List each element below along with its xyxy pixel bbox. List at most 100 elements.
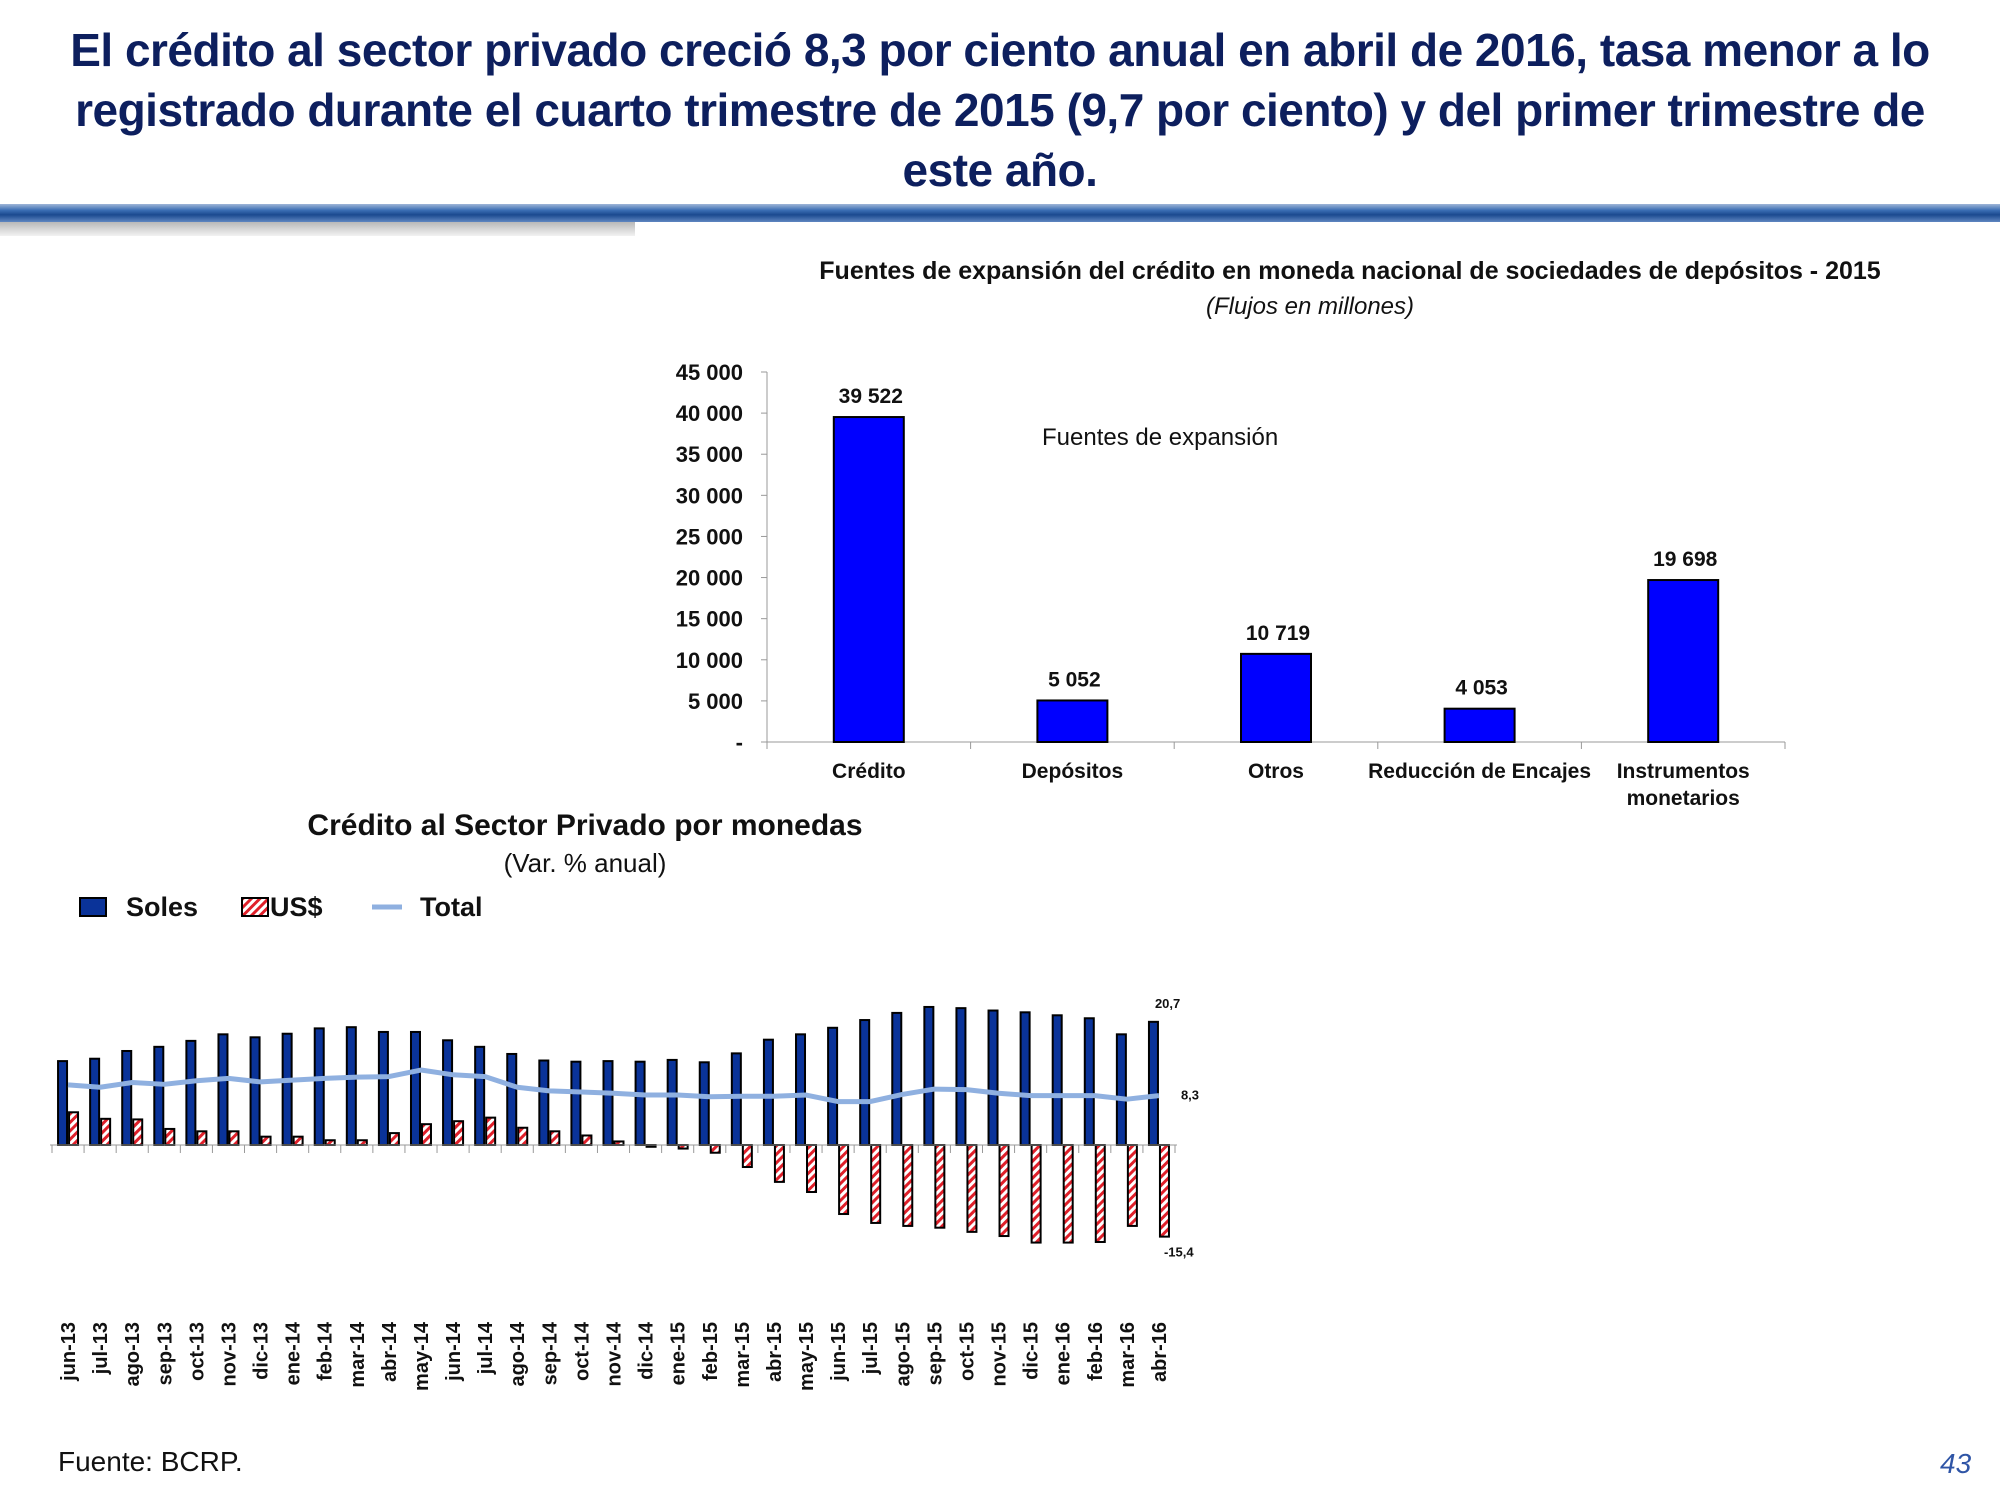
chart1-y-tick-label: 10 000 <box>676 648 743 673</box>
chart1-value-label: 10 719 <box>1246 622 1310 645</box>
chart2-data-label: 8,3 <box>1181 1088 1199 1103</box>
soles-bar <box>474 1045 486 1146</box>
chart1-category-label: Depósitos <box>1022 760 1124 783</box>
chart2-x-label: feb-14 <box>315 1321 337 1381</box>
usd-bar <box>1094 1144 1106 1243</box>
chart2-x-label: oct-15 <box>956 1322 978 1381</box>
usd-bar <box>613 1140 625 1146</box>
usd-bar <box>1158 1144 1170 1238</box>
chart1-value-label: 19 698 <box>1653 548 1718 571</box>
legend-soles-swatch <box>79 897 107 917</box>
chart1-value-label: 39 522 <box>839 385 903 408</box>
chart2-x-label: abr-14 <box>379 1321 401 1382</box>
soles-bar <box>634 1060 646 1147</box>
header-divider <box>0 204 2000 222</box>
soles-bar <box>1019 1011 1031 1146</box>
chart2-x-label: mar-14 <box>347 1321 369 1387</box>
chart2-x-label: ago-15 <box>892 1322 914 1386</box>
usd-bar <box>549 1130 561 1147</box>
usd-bar <box>902 1144 914 1227</box>
soles-bar <box>506 1052 518 1146</box>
chart2-x-label: nov-13 <box>218 1322 240 1386</box>
chart2-x-label: dic-15 <box>1021 1322 1043 1380</box>
usd-bar <box>966 1144 978 1233</box>
usd-bar <box>420 1123 432 1146</box>
soles-bar <box>827 1026 839 1146</box>
credito-monedas-chart: Crédito al Sector Privado por monedas (V… <box>50 809 1199 1391</box>
chart1-category-label: Instrumentos <box>1617 760 1750 783</box>
soles-bar <box>538 1059 550 1147</box>
usd-bar <box>196 1130 208 1147</box>
chart2-x-label: ene-16 <box>1053 1322 1075 1385</box>
chart2-data-label: 20,7 <box>1155 996 1180 1011</box>
chart1-y-tick-label: 30 000 <box>676 483 743 508</box>
soles-bar <box>153 1045 165 1146</box>
soles-bar <box>281 1032 293 1146</box>
chart1-bar <box>1036 699 1109 743</box>
chart2-x-label: jul-15 <box>860 1322 882 1375</box>
usd-bar <box>741 1144 753 1169</box>
chart2-x-label: jun-14 <box>443 1321 465 1382</box>
soles-bar <box>923 1005 935 1146</box>
chart2-data-label: -15,4 <box>1164 1245 1194 1260</box>
chart1-y-tick-label: - <box>736 730 743 755</box>
usd-bar <box>228 1130 240 1147</box>
soles-bar <box>121 1049 133 1147</box>
chart1-bar <box>1240 652 1312 743</box>
soles-bar <box>313 1027 325 1147</box>
chart2-x-label: abr-16 <box>1149 1322 1171 1382</box>
chart2-title: Crédito al Sector Privado por monedas <box>307 809 862 842</box>
chart1-value-label: 4 053 <box>1455 677 1508 700</box>
soles-bar <box>987 1009 999 1146</box>
usd-bar <box>324 1139 336 1146</box>
chart2-x-label: mar-15 <box>732 1322 754 1388</box>
chart-panel-top <box>635 222 2000 236</box>
legend-soles-label: Soles <box>126 892 198 922</box>
chart2-x-label: sep-14 <box>539 1321 561 1385</box>
usd-bar <box>453 1120 465 1147</box>
soles-bar <box>730 1052 742 1146</box>
chart1-y-tick-label: 40 000 <box>676 401 743 426</box>
chart2-x-label: dic-13 <box>251 1322 273 1380</box>
chart1-value-label: 5 052 <box>1048 668 1101 691</box>
chart2-x-label: jul-13 <box>90 1322 112 1375</box>
chart2-x-label: jun-15 <box>828 1322 850 1382</box>
soles-bar <box>666 1058 678 1147</box>
legend-usd-label: US$ <box>270 892 323 922</box>
usd-bar <box>388 1132 400 1147</box>
chart2-x-label: ene-14 <box>283 1321 305 1385</box>
chart1-title: Fuentes de expansión del crédito en mone… <box>819 257 1881 285</box>
chart2-x-label: mar-16 <box>1117 1322 1139 1388</box>
source-note: Fuente: BCRP. <box>58 1446 243 1477</box>
chart2-x-label: nov-14 <box>604 1321 626 1386</box>
usd-bar <box>356 1139 368 1146</box>
chart1-y-tick-label: 15 000 <box>676 607 743 632</box>
chart2-x-label: jul-14 <box>475 1321 497 1375</box>
usd-bar <box>709 1144 721 1154</box>
chart2-x-label: oct-13 <box>186 1322 208 1381</box>
usd-bar <box>934 1144 946 1229</box>
usd-bar <box>581 1134 593 1147</box>
chart2-x-label: jun-13 <box>58 1322 80 1382</box>
usd-bar <box>68 1111 80 1146</box>
chart2-x-label: may-14 <box>411 1321 433 1391</box>
chart2-x-label: dic-14 <box>636 1321 658 1380</box>
soles-bar <box>570 1060 582 1147</box>
chart1-y-tick-label: 45 000 <box>676 360 743 385</box>
usd-bar <box>164 1127 176 1146</box>
chart1-category-label: Reducción de Encajes <box>1368 760 1591 783</box>
chart1-y-tick-label: 5 000 <box>688 689 743 714</box>
soles-bar <box>955 1007 967 1146</box>
chart2-x-label: nov-15 <box>989 1322 1011 1386</box>
chart2-x-label: ago-13 <box>122 1322 144 1386</box>
usd-bar <box>998 1144 1010 1238</box>
soles-bar <box>185 1039 197 1146</box>
chart1-category-label: monetarios <box>1627 787 1740 810</box>
total-line <box>67 1067 1160 1105</box>
slide-headline: El crédito al sector privado creció 8,3 … <box>70 24 1930 196</box>
chart2-x-label: sep-13 <box>154 1322 176 1385</box>
chart1-y-tick-label: 20 000 <box>676 566 743 591</box>
usd-bar <box>260 1135 272 1147</box>
chart2-x-label: oct-14 <box>571 1321 593 1381</box>
chart1-subtitle: (Flujos en millones) <box>1206 293 1414 320</box>
